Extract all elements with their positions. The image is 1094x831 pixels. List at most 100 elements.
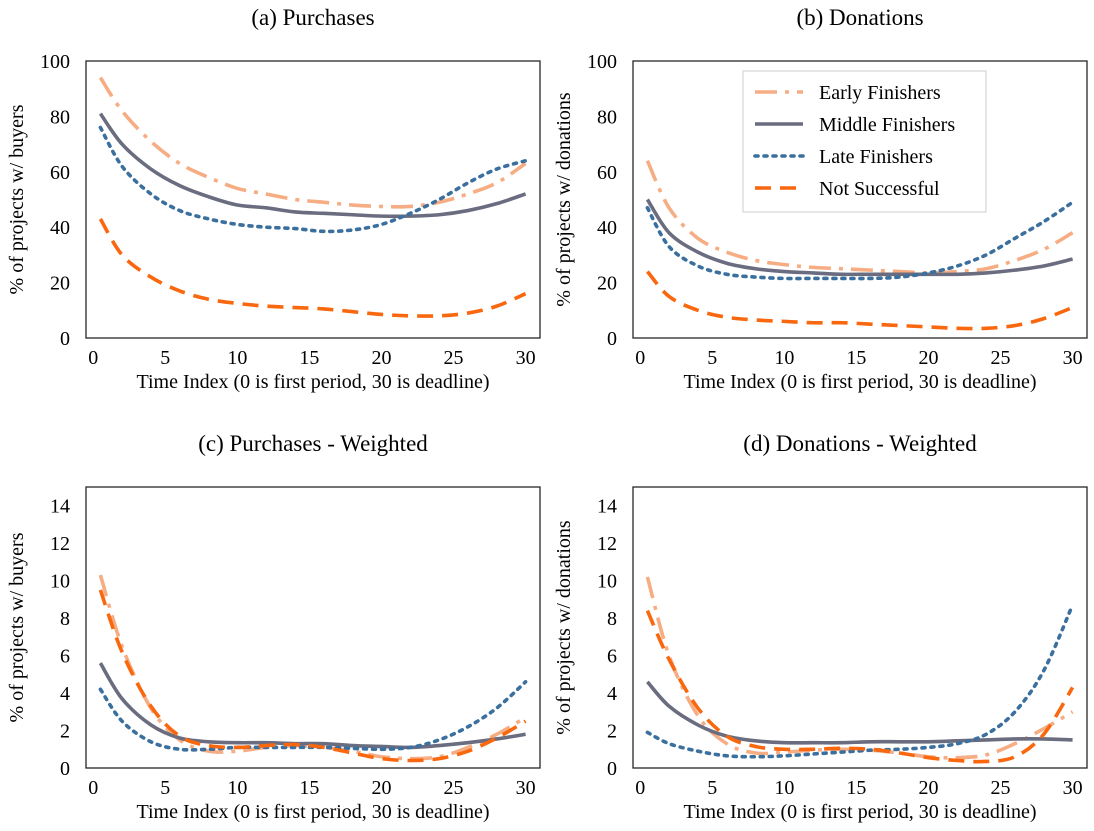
series-line-late [645, 200, 1075, 281]
series-line-late [98, 125, 528, 234]
legend-label-middle: Middle Finishers [819, 114, 955, 136]
series-line-late [98, 680, 528, 752]
series-group [645, 159, 1075, 331]
x-axis-label: Time Index (0 is first period, 30 is dea… [136, 801, 489, 823]
panel-title: (d) Donations - Weighted [743, 431, 977, 456]
x-tick-label: 0 [88, 777, 98, 799]
panel-title: (a) Purchases [251, 5, 374, 30]
y-tick-label: 6 [60, 646, 70, 668]
plot-frame [632, 486, 1088, 769]
y-tick-label: 4 [607, 683, 617, 705]
panel-donations: (b) Donations 0 5 10 15 20 25 30 0 20 40 60 80 100 Tim… [553, 5, 1088, 393]
x-tick-label: 10 [227, 347, 247, 369]
y-tick-label: 80 [597, 106, 617, 128]
plot-frame [85, 486, 541, 769]
y-tick-label: 4 [60, 683, 70, 705]
x-tick-label: 0 [635, 347, 645, 369]
series-line-notsucc [98, 589, 527, 763]
y-tick-label: 2 [607, 721, 617, 743]
series-line-middle [645, 198, 1074, 277]
y-tick-label: 0 [60, 328, 70, 350]
y-tick-label: 60 [597, 162, 617, 184]
x-axis-label: Time Index (0 is first period, 30 is dea… [136, 371, 489, 393]
legend: Early Finishers Middle Finishers Late Fini… [742, 70, 987, 213]
series-line-early [645, 159, 1074, 275]
legend-label-notsucc: Not Successful [819, 178, 940, 200]
x-tick-label: 20 [918, 347, 938, 369]
x-tick-label: 25 [444, 777, 464, 799]
x-tick-label: 25 [991, 777, 1011, 799]
x-tick-label: 0 [635, 777, 645, 799]
y-tick-label: 60 [50, 162, 70, 184]
panel-purchases: (a) Purchases 0 5 10 15 20 25 30 0 20 40 60 80 100 Tim… [6, 5, 541, 393]
y-tick-label: 12 [50, 533, 70, 555]
series-group [98, 76, 528, 318]
legend-label-early: Early Finishers [819, 82, 941, 104]
x-tick-label: 5 [707, 777, 717, 799]
x-tick-label: 15 [299, 777, 319, 799]
legend-label-late: Late Finishers [819, 146, 933, 168]
series-group [98, 574, 528, 763]
x-axis-label: Time Index (0 is first period, 30 is dea… [683, 801, 1036, 823]
y-tick-label: 6 [607, 646, 617, 668]
y-tick-label: 0 [607, 758, 617, 780]
series-line-notsucc [645, 609, 1075, 764]
y-tick-label: 14 [597, 496, 617, 518]
y-tick-label: 100 [40, 51, 70, 73]
plot-frame [85, 60, 541, 339]
y-tick-label: 8 [607, 608, 617, 630]
x-tick-label: 25 [444, 347, 464, 369]
x-tick-label: 25 [991, 347, 1011, 369]
x-tick-label: 20 [918, 777, 938, 799]
series-line-middle [646, 680, 1073, 745]
y-tick-label: 80 [50, 106, 70, 128]
panel-title: (b) Donations [796, 5, 923, 30]
x-tick-label: 15 [846, 777, 866, 799]
x-tick-label: 30 [516, 777, 536, 799]
y-tick-label: 14 [50, 496, 70, 518]
x-tick-label: 20 [371, 777, 391, 799]
x-tick-label: 30 [1063, 347, 1083, 369]
y-tick-label: 20 [50, 273, 70, 295]
y-tick-label: 10 [597, 571, 617, 593]
series-line-middle [98, 662, 526, 750]
x-tick-label: 5 [160, 777, 170, 799]
x-tick-label: 30 [1063, 777, 1083, 799]
x-tick-label: 30 [516, 347, 536, 369]
x-tick-label: 20 [371, 347, 391, 369]
x-tick-label: 5 [707, 347, 717, 369]
y-tick-label: 0 [60, 758, 70, 780]
panel-title: (c) Purchases - Weighted [198, 431, 428, 456]
series-line-notsucc [98, 217, 527, 318]
plot-frame [632, 60, 1088, 339]
x-tick-label: 10 [227, 777, 247, 799]
panel-purchases-weighted: (c) Purchases - Weighted 0 5 10 15 20 25 30 0 2 4 6… [6, 431, 541, 823]
y-tick-label: 12 [597, 533, 617, 555]
y-tick-label: 8 [60, 608, 70, 630]
x-tick-label: 0 [88, 347, 98, 369]
y-tick-label: 2 [60, 721, 70, 743]
x-tick-label: 15 [299, 347, 319, 369]
series-line-early [98, 76, 527, 209]
x-tick-label: 5 [160, 347, 170, 369]
y-tick-label: 40 [597, 217, 617, 239]
series-line-early [98, 574, 527, 761]
y-tick-label: 20 [597, 273, 617, 295]
y-axis-label: % of projects w/ buyers [6, 532, 28, 722]
y-tick-label: 10 [50, 571, 70, 593]
x-tick-label: 10 [774, 347, 794, 369]
y-axis-label: % of projects w/ donations [553, 92, 575, 307]
y-tick-label: 100 [587, 51, 617, 73]
series-line-notsucc [646, 270, 1074, 331]
x-axis-label: Time Index (0 is first period, 30 is dea… [683, 371, 1036, 393]
series-line-late [645, 603, 1075, 759]
x-tick-label: 10 [774, 777, 794, 799]
y-tick-label: 40 [50, 217, 70, 239]
y-tick-label: 0 [607, 328, 617, 350]
y-axis-label: % of projects w/ donations [553, 520, 575, 735]
x-tick-label: 15 [846, 347, 866, 369]
y-axis-label: % of projects w/ buyers [6, 104, 28, 294]
series-group [645, 576, 1075, 764]
series-line-middle [98, 112, 527, 219]
